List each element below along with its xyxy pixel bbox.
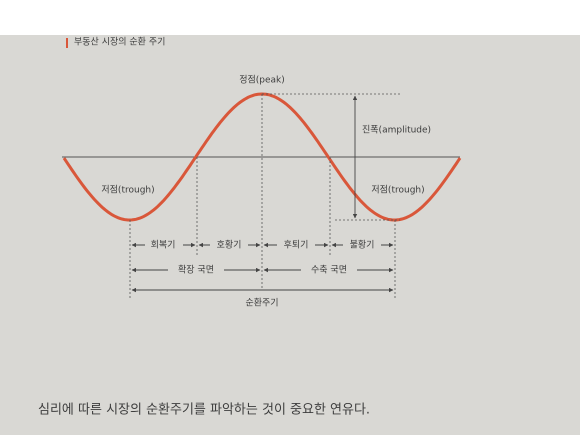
phase-label: 호황기 [217, 240, 242, 251]
phase-label: 후퇴기 [284, 240, 309, 251]
peak-label: 정점(peak) [239, 74, 285, 86]
header-title: 부동산 시장의 순환 주기 [74, 36, 165, 48]
trough-label: 저점(trough) [101, 184, 154, 196]
body-text: 심리에 따른 시장의 순환주기를 파악하는 것이 중요한 연유다. [38, 403, 370, 418]
phase-label: 회복기 [151, 240, 176, 251]
stage-label: 확장 국면 [178, 264, 214, 276]
label-bg [210, 238, 248, 252]
label-bg [168, 263, 224, 277]
label-bg [343, 238, 381, 252]
trough-label: 저점(trough) [371, 184, 424, 196]
label-bg [277, 238, 315, 252]
stage-row: 확장 국면 수축 국면 [131, 263, 394, 277]
header-mark [66, 38, 68, 48]
phase-row: 회복기 호황기 후퇴기 불황기 [131, 238, 394, 252]
book-page [0, 35, 580, 435]
stage-label: 수축 국면 [311, 265, 347, 276]
amplitude-label: 진폭(amplitude) [362, 125, 431, 136]
phase-label: 불황기 [350, 240, 375, 251]
label-bg [145, 238, 183, 252]
label-bg [301, 263, 357, 277]
cycle-label: 순환주기 [245, 297, 278, 309]
